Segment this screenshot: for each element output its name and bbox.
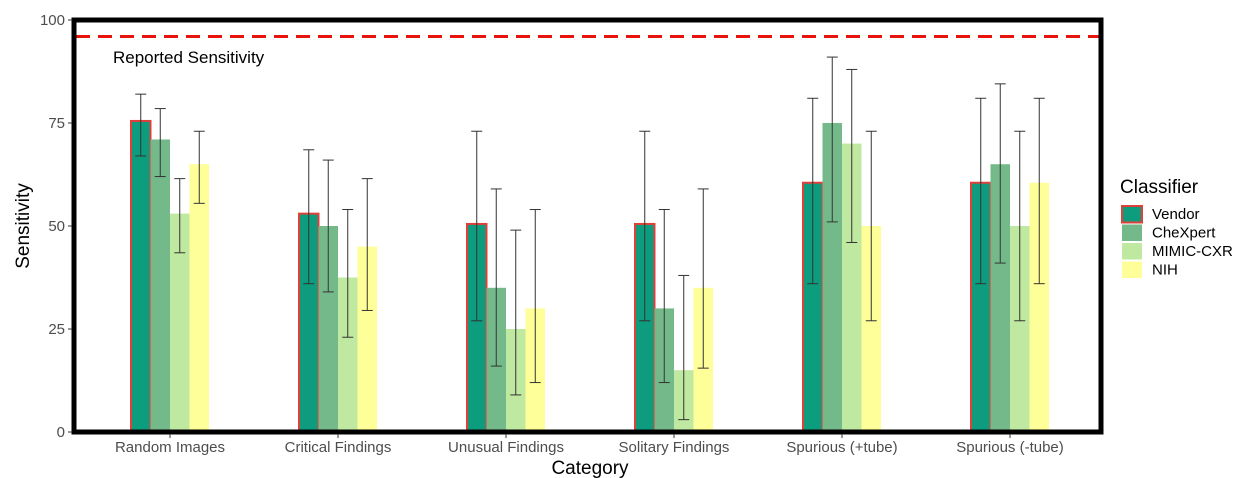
errorbar-vendor-unusual-findings — [471, 130, 483, 322]
x-tick-label-spurious-tube: Spurious (+tube) — [786, 439, 897, 456]
bars-layer — [130, 119, 1049, 433]
errorbar-nih-unusual-findings — [529, 209, 541, 384]
legend-label-mimic-cxr: MIMIC-CXR — [1152, 243, 1233, 260]
errorbar-mimic-cxr-critical-findings — [342, 209, 354, 338]
legend-label-vendor: Vendor — [1152, 206, 1200, 223]
legend-key-nih — [1122, 261, 1142, 278]
errorbar-chexpert-critical-findings — [322, 159, 334, 293]
errorbar-mimic-cxr-solitary-findings — [678, 274, 690, 421]
legend-key-mimic-cxr — [1122, 243, 1142, 260]
legend-label-chexpert: CheXpert — [1152, 225, 1216, 242]
errorbar-vendor-random-images — [135, 93, 147, 157]
errorbar-chexpert-unusual-findings — [490, 188, 502, 367]
errorbar-nih-solitary-findings — [697, 188, 709, 369]
y-tick-label-100: 100 — [40, 12, 65, 29]
errorbar-vendor-spurious-tube — [807, 97, 819, 285]
errorbar-vendor-solitary-findings — [639, 130, 651, 322]
y-axis-title: Sensitivity — [13, 183, 34, 269]
x-tick-label-solitary-findings: Solitary Findings — [619, 439, 730, 456]
bar-chexpert-critical-findings — [318, 226, 338, 432]
x-tick-label-unusual-findings: Unusual Findings — [448, 439, 564, 456]
bar-nih-spurious-tube — [861, 226, 881, 432]
legend-key-vendor — [1121, 205, 1143, 224]
errorbar-nih-spurious-tube — [865, 130, 877, 322]
bar-nih-random-images — [189, 164, 209, 432]
x-tick-label-random-images: Random Images — [115, 439, 225, 456]
bar-chexpert-spurious-tube — [990, 164, 1010, 432]
plot-panel-border — [71, 17, 1104, 435]
errorbar-mimic-cxr-spurious-tube — [846, 68, 858, 243]
legend-item-mimic-cxr: MIMIC-CXR — [1122, 243, 1233, 260]
errorbar-mimic-cxr-unusual-findings — [510, 229, 522, 396]
x-axis: Random Images Critical Findings Unusual Fi… — [115, 434, 1064, 456]
errorbar-chexpert-solitary-findings — [658, 209, 670, 384]
bar-mimic-cxr-critical-findings — [338, 277, 358, 432]
x-tick-label-critical-findings: Critical Findings — [285, 439, 392, 456]
x-tick-label-spurious-tube: Spurious (-tube) — [956, 439, 1064, 456]
bar-chexpert-spurious-tube — [822, 123, 842, 432]
y-tick-label-25: 25 — [48, 321, 65, 338]
legend-item-chexpert: CheXpert — [1122, 224, 1216, 242]
errorbar-mimic-cxr-random-images — [174, 178, 186, 254]
errorbar-vendor-spurious-tube — [975, 97, 987, 285]
errorbar-chexpert-spurious-tube — [994, 83, 1006, 264]
x-axis-title: Category — [551, 458, 629, 478]
reference-line-label: Reported Sensitivity — [113, 48, 265, 67]
legend-key-chexpert — [1122, 224, 1142, 241]
errorbar-nih-random-images — [193, 130, 205, 204]
errorbar-chexpert-spurious-tube — [826, 56, 838, 223]
legend-title: Classifier — [1120, 177, 1199, 198]
errorbar-vendor-critical-findings — [303, 149, 315, 285]
legend-item-vendor: Vendor — [1121, 205, 1200, 224]
bar-mimic-cxr-random-images — [170, 213, 190, 432]
y-tick-label-0: 0 — [57, 424, 65, 441]
errorbar-mimic-cxr-spurious-tube — [1014, 130, 1026, 322]
y-axis: 0 25 50 75 100 — [40, 12, 72, 441]
errorbars-layer — [135, 56, 1045, 421]
bar-mimic-cxr-spurious-tube — [1010, 226, 1030, 432]
bar-nih-critical-findings — [357, 246, 377, 432]
bar-vendor-random-images — [130, 119, 152, 433]
errorbar-nih-critical-findings — [361, 178, 373, 311]
y-tick-label-75: 75 — [48, 115, 65, 132]
legend-item-nih: NIH — [1122, 261, 1178, 279]
bar-chexpert-random-images — [150, 139, 170, 433]
y-tick-label-50: 50 — [48, 218, 65, 235]
errorbar-chexpert-random-images — [154, 108, 166, 178]
legend-label-nih: NIH — [1152, 262, 1178, 279]
bar-nih-spurious-tube — [1029, 182, 1049, 432]
errorbar-nih-spurious-tube — [1033, 97, 1045, 285]
bar-mimic-cxr-spurious-tube — [842, 143, 862, 432]
